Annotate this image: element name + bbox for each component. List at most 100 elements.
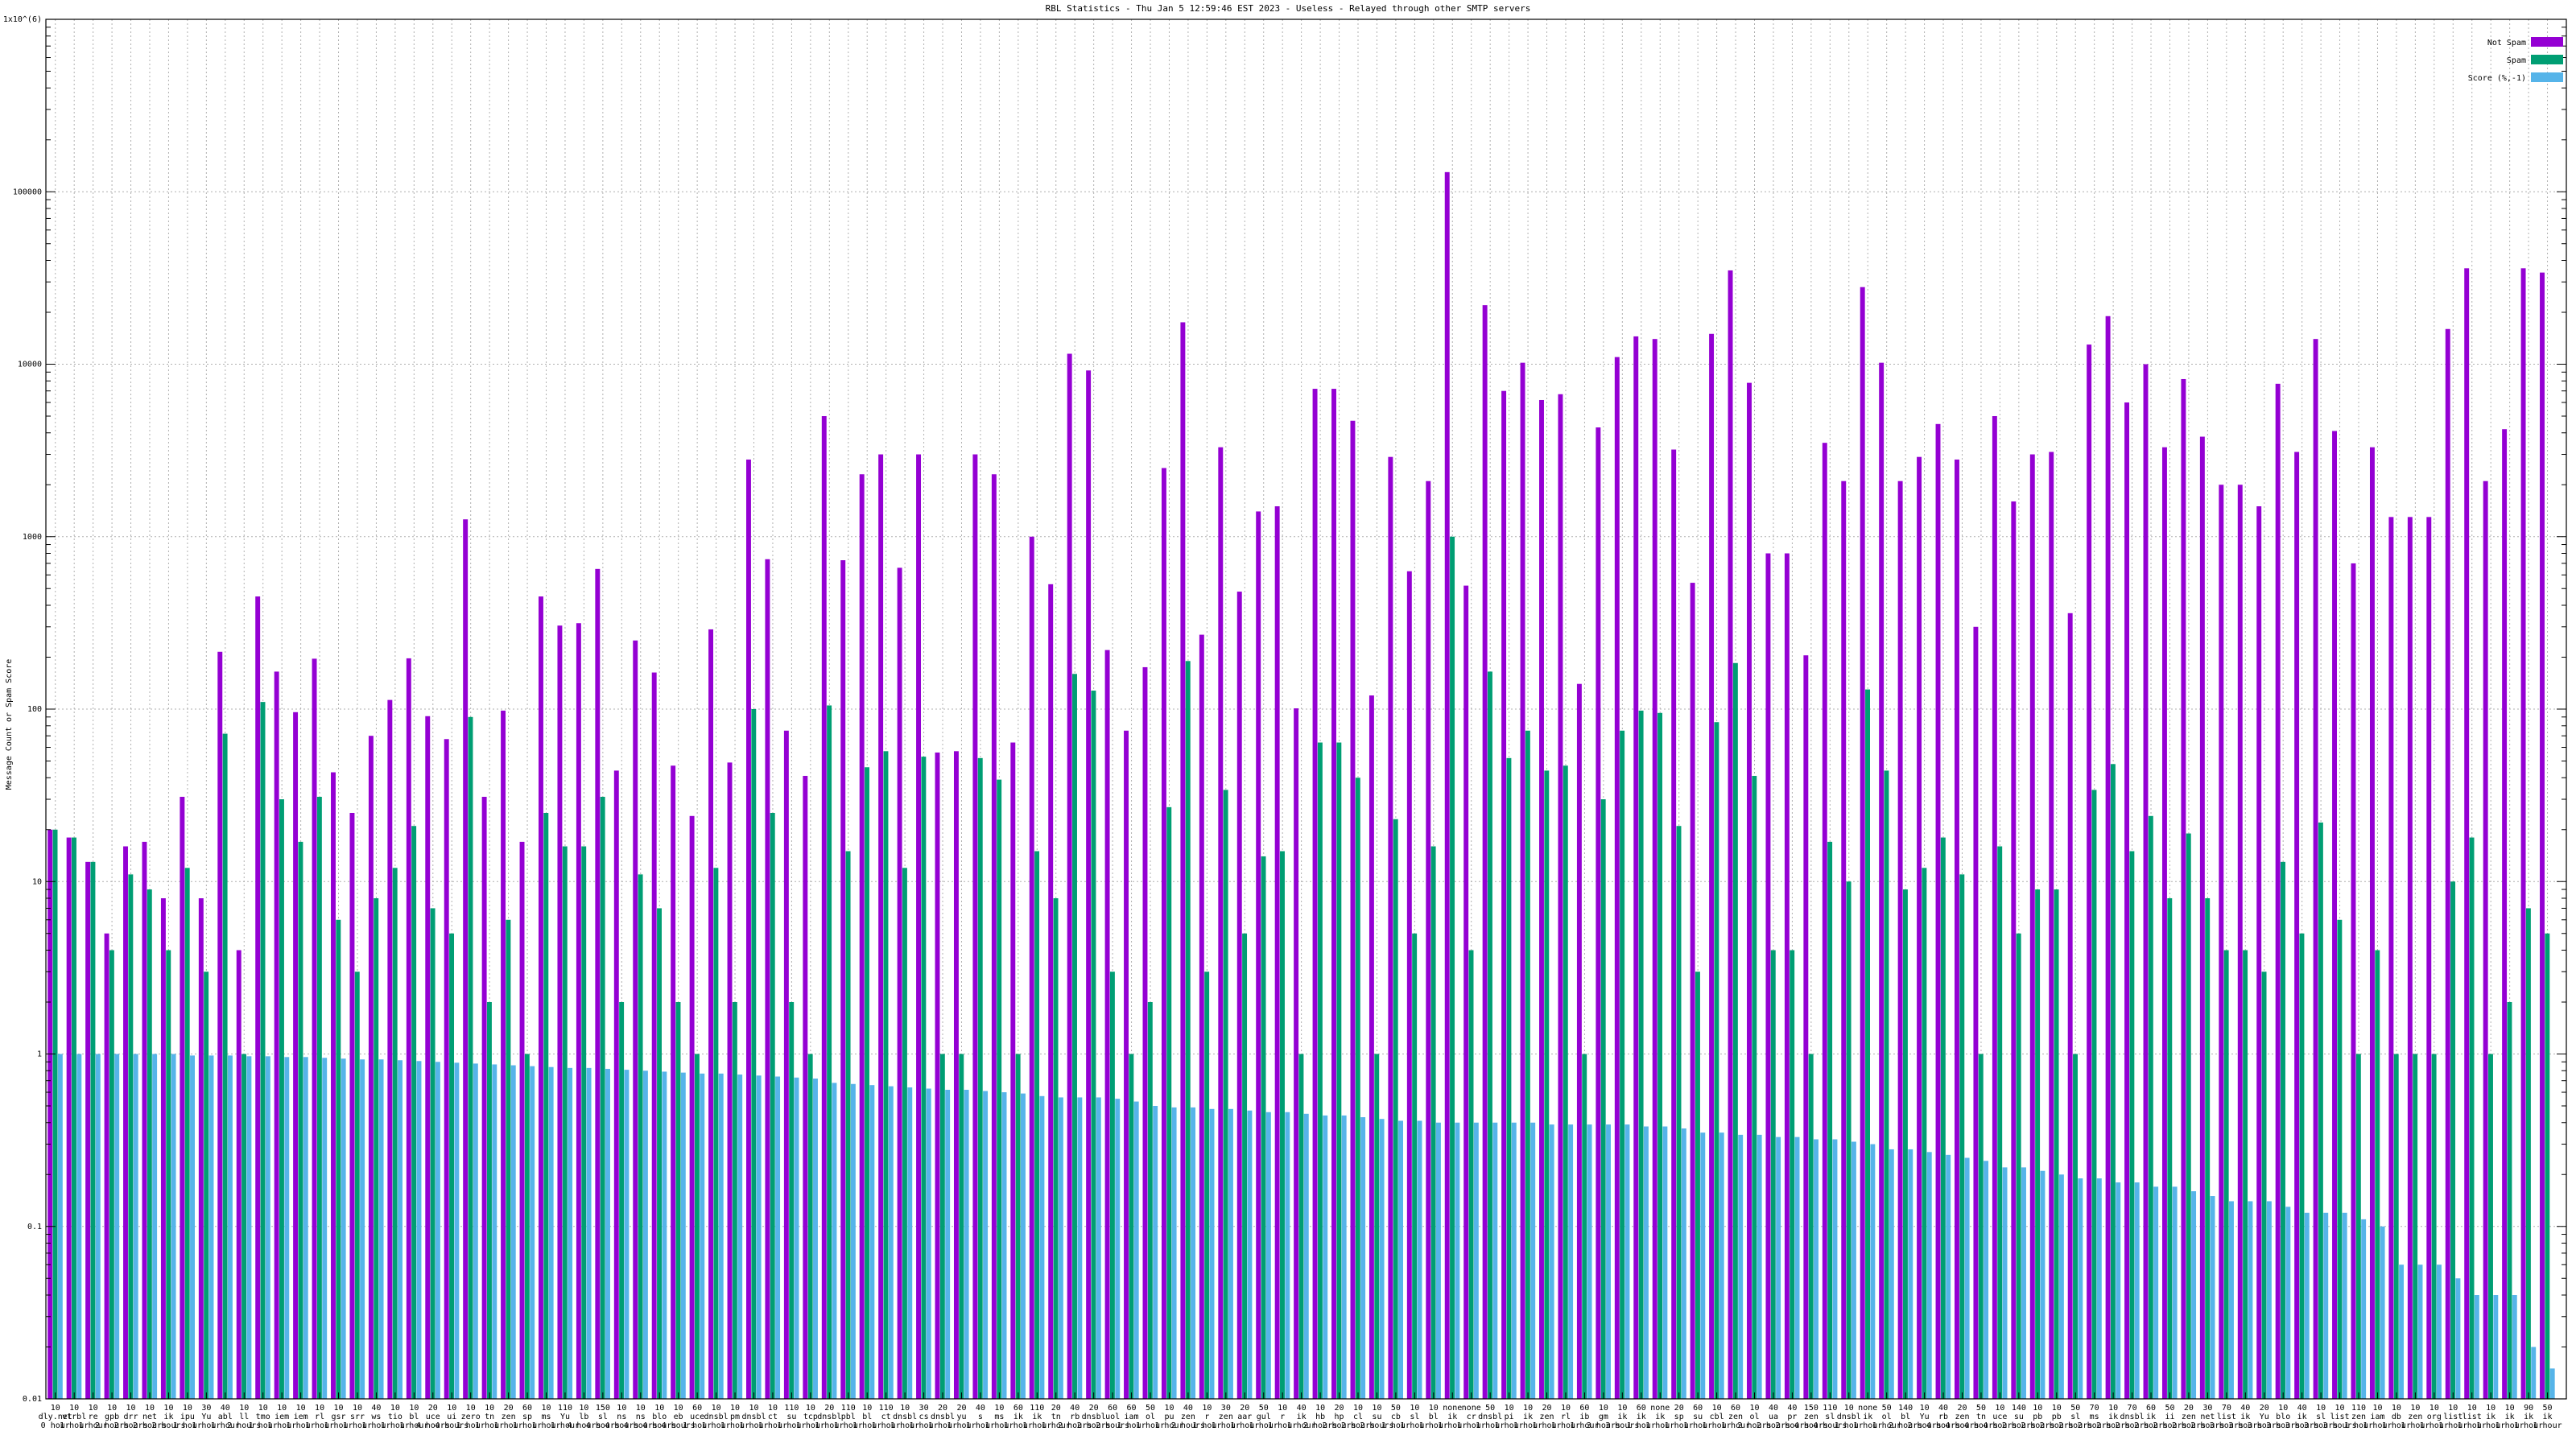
spam-bar bbox=[1525, 730, 1530, 1399]
spam-bar bbox=[2261, 971, 2267, 1399]
not-spam-bar bbox=[481, 796, 487, 1399]
score-bar bbox=[2361, 1219, 2367, 1399]
score-bar bbox=[2229, 1201, 2234, 1399]
score-bar bbox=[2323, 1212, 2329, 1399]
x-category-label: 70 bbox=[2090, 1404, 2099, 1413]
x-category-label: pr bbox=[1787, 1413, 1797, 1421]
not-spam-bar bbox=[1728, 270, 1733, 1400]
x-category-label: 20 bbox=[1051, 1404, 1061, 1413]
x-category-label: 1 hour bbox=[683, 1421, 712, 1430]
not-spam-bar bbox=[104, 933, 109, 1399]
not-spam-bar bbox=[1029, 536, 1034, 1399]
spam-bar bbox=[392, 868, 398, 1399]
score-bar bbox=[2493, 1295, 2499, 1399]
spam-bar bbox=[959, 1054, 964, 1399]
spam-bar bbox=[1600, 799, 1606, 1399]
x-category-label: 10 bbox=[1315, 1404, 1325, 1413]
not-spam-bar bbox=[2294, 452, 2300, 1399]
spam-bar bbox=[242, 1054, 247, 1399]
not-spam-bar bbox=[613, 770, 619, 1399]
x-category-label: 50 bbox=[2070, 1404, 2080, 1413]
x-category-label: 10 bbox=[2467, 1404, 2477, 1413]
x-category-label: 1 hour bbox=[1192, 1421, 1221, 1430]
score-bar bbox=[1191, 1107, 1196, 1399]
x-category-label: sl bbox=[598, 1413, 608, 1421]
x-category-label: 10 bbox=[768, 1404, 778, 1413]
score-bar bbox=[1757, 1134, 1762, 1399]
x-category-label: 2 hours bbox=[151, 1421, 185, 1430]
score-bar bbox=[548, 1066, 554, 1399]
spam-bar bbox=[600, 796, 605, 1399]
not-spam-bar bbox=[783, 730, 789, 1399]
x-category-label: 20 bbox=[956, 1404, 966, 1413]
score-bar bbox=[492, 1064, 497, 1399]
x-category-label: r bbox=[1280, 1413, 1285, 1421]
not-spam-bar bbox=[1294, 708, 1299, 1399]
x-category-label: 1 hour bbox=[852, 1421, 881, 1430]
score-bar bbox=[1398, 1120, 1404, 1399]
x-category-label: 1 hour bbox=[1665, 1421, 1694, 1430]
x-category-label: zen bbox=[2351, 1413, 2366, 1421]
spam-bar bbox=[2469, 837, 2475, 1399]
x-category-label: blo bbox=[2276, 1413, 2290, 1421]
x-category-label: ns bbox=[617, 1413, 626, 1421]
x-category-label: zen bbox=[1804, 1413, 1818, 1421]
not-spam-bar bbox=[217, 651, 223, 1399]
not-spam-bar bbox=[2483, 481, 2488, 1399]
x-category-label: 10 bbox=[1505, 1404, 1514, 1413]
not-spam-bar bbox=[972, 454, 978, 1399]
not-spam-bar bbox=[2313, 339, 2318, 1399]
x-category-label: 10 bbox=[674, 1404, 683, 1413]
x-category-label: 1 hour bbox=[1627, 1421, 1656, 1430]
not-spam-bar bbox=[293, 712, 299, 1399]
not-spam-bar bbox=[2181, 378, 2186, 1400]
not-spam-bar bbox=[1671, 449, 1677, 1399]
not-spam-bar bbox=[1784, 553, 1790, 1400]
x-category-label: 0 hour bbox=[41, 1421, 70, 1430]
x-category-label: 40 bbox=[1938, 1404, 1948, 1413]
score-bar bbox=[1700, 1132, 1706, 1399]
not-spam-bar bbox=[1860, 287, 1865, 1399]
x-category-label: 2 hours bbox=[2115, 1421, 2149, 1430]
spam-bar bbox=[52, 829, 58, 1399]
x-category-label: 10 bbox=[334, 1404, 344, 1413]
score-bar bbox=[700, 1073, 705, 1399]
x-category-label: 1 hour bbox=[1570, 1421, 1599, 1430]
spam-bar bbox=[2337, 919, 2343, 1399]
x-category-label: Yu bbox=[560, 1413, 570, 1421]
x-category-label: 40 bbox=[371, 1404, 381, 1413]
spam-bar bbox=[1317, 742, 1323, 1399]
x-category-label: 10 bbox=[2429, 1404, 2439, 1413]
x-category-label: su bbox=[1372, 1413, 1381, 1421]
spam-bar bbox=[1450, 536, 1455, 1399]
x-category-label: 60 bbox=[1013, 1404, 1023, 1413]
x-category-label: 4 hours bbox=[567, 1421, 601, 1430]
x-category-label: 10 bbox=[1202, 1404, 1212, 1413]
x-category-label: bl bbox=[1901, 1413, 1910, 1421]
spam-bar bbox=[675, 1002, 681, 1399]
y-tick-label: 100000 bbox=[13, 188, 42, 196]
not-spam-bar bbox=[1406, 571, 1412, 1400]
x-category-label: 4 hours bbox=[1813, 1421, 1847, 1430]
spam-bar bbox=[1544, 770, 1550, 1399]
not-spam-bar bbox=[123, 846, 128, 1399]
score-bar bbox=[642, 1070, 648, 1399]
not-spam-bar bbox=[2124, 402, 2130, 1399]
y-tick-label: 10 bbox=[32, 877, 42, 886]
x-category-label: list bbox=[2330, 1413, 2350, 1421]
x-category-label: 90 bbox=[2524, 1404, 2533, 1413]
x-category-label: eb bbox=[674, 1413, 683, 1421]
y-tick-label: 100 bbox=[27, 705, 42, 714]
spam-bar bbox=[713, 868, 719, 1399]
x-category-label: 1 hour bbox=[1154, 1421, 1183, 1430]
spam-bar bbox=[2167, 898, 2173, 1399]
x-category-label: gm bbox=[1599, 1413, 1608, 1421]
x-category-label: 110 bbox=[558, 1404, 572, 1413]
score-bar bbox=[1473, 1122, 1479, 1399]
score-bar bbox=[1265, 1112, 1271, 1399]
not-spam-bar bbox=[2464, 268, 2470, 1399]
x-category-label: 3 hours bbox=[2210, 1421, 2244, 1430]
not-spam-bar bbox=[1124, 730, 1129, 1399]
x-category-label: ik bbox=[2524, 1413, 2533, 1421]
x-category-label: 2 hours bbox=[133, 1421, 167, 1430]
